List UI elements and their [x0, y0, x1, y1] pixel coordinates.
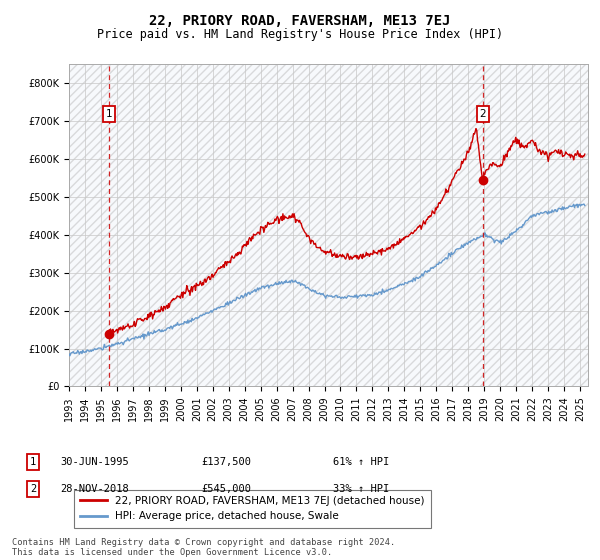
- Text: 30-JUN-1995: 30-JUN-1995: [60, 457, 129, 467]
- Text: £545,000: £545,000: [201, 484, 251, 494]
- Text: 33% ↑ HPI: 33% ↑ HPI: [333, 484, 389, 494]
- Text: 2: 2: [479, 109, 486, 119]
- Legend: 22, PRIORY ROAD, FAVERSHAM, ME13 7EJ (detached house), HPI: Average price, detac: 22, PRIORY ROAD, FAVERSHAM, ME13 7EJ (de…: [74, 490, 431, 528]
- Text: 61% ↑ HPI: 61% ↑ HPI: [333, 457, 389, 467]
- Text: 2: 2: [30, 484, 36, 494]
- Text: Price paid vs. HM Land Registry's House Price Index (HPI): Price paid vs. HM Land Registry's House …: [97, 28, 503, 41]
- Text: 28-NOV-2018: 28-NOV-2018: [60, 484, 129, 494]
- Text: 1: 1: [106, 109, 112, 119]
- Text: Contains HM Land Registry data © Crown copyright and database right 2024.
This d: Contains HM Land Registry data © Crown c…: [12, 538, 395, 557]
- Text: £137,500: £137,500: [201, 457, 251, 467]
- Text: 1: 1: [30, 457, 36, 467]
- Text: 22, PRIORY ROAD, FAVERSHAM, ME13 7EJ: 22, PRIORY ROAD, FAVERSHAM, ME13 7EJ: [149, 14, 451, 28]
